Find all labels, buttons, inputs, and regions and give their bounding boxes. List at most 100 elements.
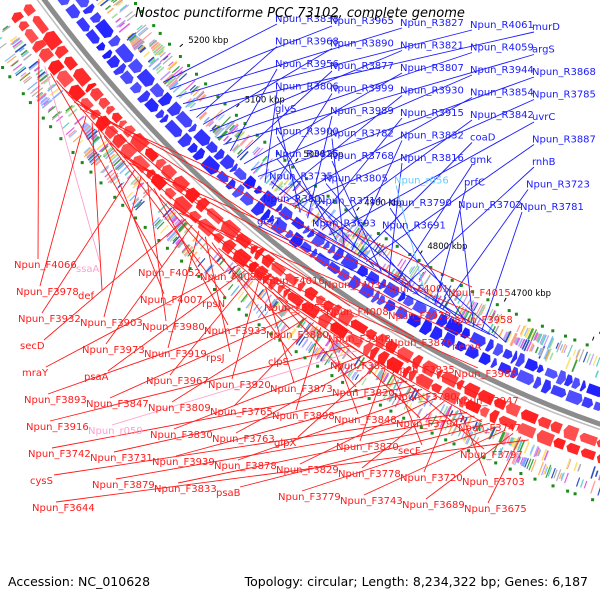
forward-gene-arrow xyxy=(593,401,600,411)
feature-tick xyxy=(132,178,143,189)
forward-gene-label: gmk xyxy=(470,155,492,166)
reverse-gene-label: Npun_F3878 xyxy=(214,461,277,472)
feature-tick xyxy=(530,459,537,473)
feature-tick xyxy=(224,262,234,274)
feature-tick xyxy=(563,345,568,354)
marker-dot xyxy=(140,10,144,13)
feature-tick xyxy=(214,127,225,138)
reverse-label-connector xyxy=(363,429,506,496)
feature-tick xyxy=(14,43,27,53)
forward-gene-arrow xyxy=(502,348,513,360)
feature-tick xyxy=(347,368,355,379)
reverse-gene-arrow xyxy=(579,432,598,447)
feature-tick xyxy=(565,357,572,370)
feature-tick xyxy=(465,431,473,445)
feature-tick xyxy=(575,348,581,360)
feature-tick xyxy=(425,412,432,423)
feature-tick xyxy=(160,224,169,234)
feature-tick xyxy=(259,290,268,301)
forward-label-connector xyxy=(314,117,403,225)
reverse-gene-arrow xyxy=(42,30,63,51)
marker-dot xyxy=(134,216,137,220)
marker-dot xyxy=(255,133,259,137)
feature-tick xyxy=(166,230,174,238)
feature-tick xyxy=(276,321,283,330)
feature-tick xyxy=(328,339,336,349)
feature-tick xyxy=(270,178,277,186)
marker-dot xyxy=(494,461,498,465)
feature-tick xyxy=(539,334,545,344)
feature-tick xyxy=(399,259,407,270)
feature-tick xyxy=(475,303,483,315)
reverse-gene-label: Npun_F3919 xyxy=(144,349,207,360)
feature-tick xyxy=(159,70,171,81)
reverse-gene-label: Npun_F4066 xyxy=(14,260,77,271)
feature-tick xyxy=(519,325,526,335)
feature-tick xyxy=(61,122,70,130)
feature-tick xyxy=(88,152,99,162)
forward-strand-features xyxy=(57,0,600,411)
feature-tick xyxy=(163,74,175,85)
feature-tick xyxy=(265,174,275,185)
marker-dot xyxy=(429,266,433,270)
feature-tick xyxy=(451,410,458,420)
marker-dot xyxy=(440,273,444,276)
reverse-label-connector xyxy=(423,404,453,473)
feature-tick xyxy=(473,421,478,430)
forward-gene-label: Npun_R4061 xyxy=(470,20,534,31)
marker-dot xyxy=(121,203,125,207)
feature-tick xyxy=(498,431,505,443)
marker-dot xyxy=(519,472,523,475)
marker-dot xyxy=(278,338,282,342)
marker-dot xyxy=(564,334,567,338)
feature-tick xyxy=(164,75,171,82)
feature-tick xyxy=(156,221,165,230)
reverse-gene-arrow xyxy=(330,304,343,319)
feature-tick xyxy=(176,220,185,230)
feature-tick xyxy=(512,438,519,449)
feature-tick xyxy=(51,111,63,121)
reverse-gene-arrow xyxy=(11,12,24,24)
marker-dot xyxy=(197,274,201,278)
feature-tick xyxy=(466,299,471,307)
reverse-gene-label: Npun_F3967 xyxy=(146,376,209,387)
forward-label-connector xyxy=(307,115,333,219)
forward-gene-arrow xyxy=(358,282,375,299)
reverse-gene-label: Npun_F3689 xyxy=(402,500,465,511)
feature-tick xyxy=(243,277,253,289)
forward-gene-label: Npun_R3842 xyxy=(470,110,534,121)
feature-tick xyxy=(156,48,165,56)
feature-tick xyxy=(586,353,591,364)
feature-tick xyxy=(253,147,264,159)
reverse-label-connector xyxy=(204,236,231,353)
feature-tick xyxy=(41,99,52,108)
marker-dot xyxy=(223,296,227,300)
feature-tick xyxy=(114,159,125,170)
feature-tick xyxy=(578,349,585,362)
feature-tick xyxy=(252,146,259,154)
forward-label-connector xyxy=(236,70,333,158)
feature-tick xyxy=(117,1,124,7)
reverse-label-connector xyxy=(51,380,408,449)
feature-tick xyxy=(314,215,321,222)
reverse-gene-label: Npun_F3833 xyxy=(154,484,217,495)
feature-tick xyxy=(298,336,306,346)
feature-tick xyxy=(528,458,535,471)
reverse-gene-arrow xyxy=(408,369,418,382)
reverse-label-connector xyxy=(50,73,163,268)
marker-dot xyxy=(471,290,475,294)
position-tick-label: 4900 kbp xyxy=(364,199,404,209)
feature-tick xyxy=(543,335,550,347)
reverse-label-connector xyxy=(211,242,293,357)
reverse-gene-arrow xyxy=(72,67,92,87)
reverse-gene-label: Npun_F3932 xyxy=(18,314,81,325)
feature-tick xyxy=(330,340,338,352)
feature-tick xyxy=(21,73,28,79)
forward-gene-label: Npun_R3999 xyxy=(330,84,394,95)
feature-tick xyxy=(351,371,359,381)
forward-label-connector xyxy=(331,160,382,272)
feature-tick xyxy=(239,134,250,146)
reverse-gene-arrow xyxy=(351,319,369,335)
marker-dot xyxy=(213,288,216,291)
reverse-gene-arrow xyxy=(18,21,30,32)
